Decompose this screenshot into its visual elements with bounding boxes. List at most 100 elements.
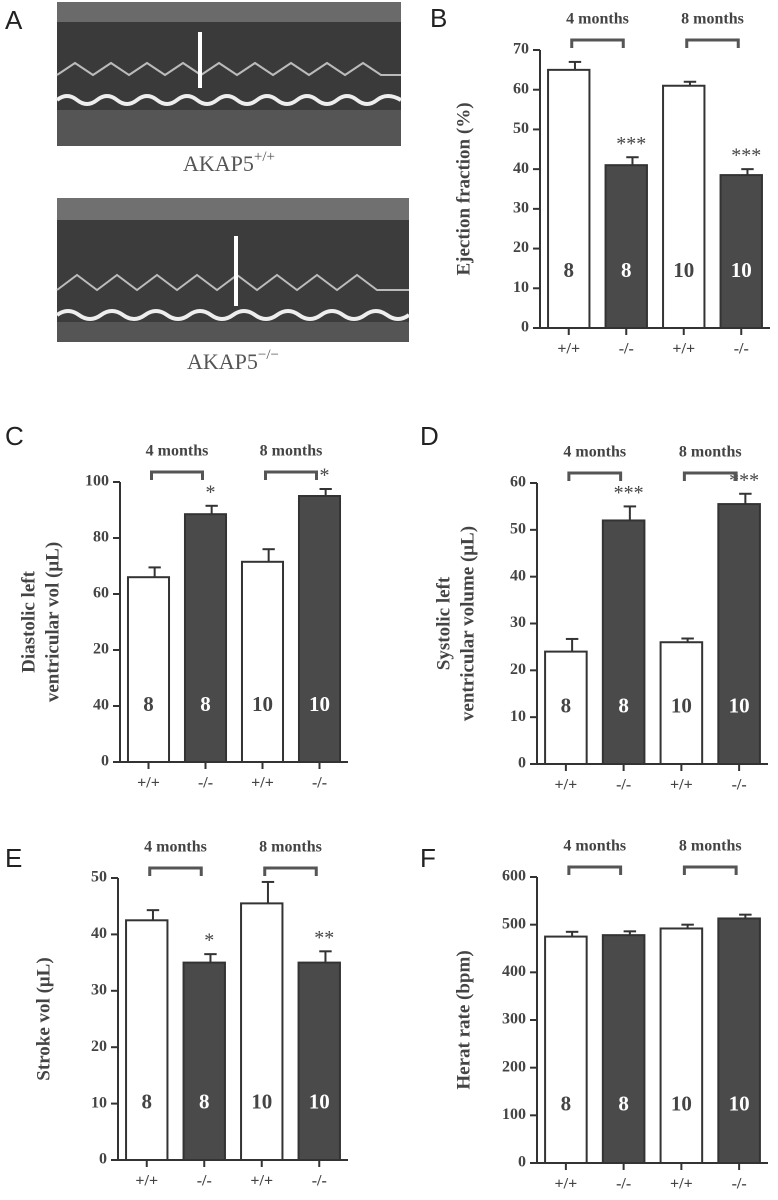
y-axis-label: Diastolic left xyxy=(18,570,39,673)
y-tick-label: 10 xyxy=(91,1094,107,1111)
y-tick-label: 20 xyxy=(91,1038,107,1055)
x-tick-label: -/- xyxy=(732,777,747,794)
significance: *** xyxy=(614,482,644,504)
group-bracket xyxy=(567,471,623,481)
y-tick-label: 60 xyxy=(510,474,526,491)
y-tick-label: 0 xyxy=(99,1151,107,1168)
y-tick-label: 40 xyxy=(513,160,529,177)
x-tick-label: -/- xyxy=(616,1176,631,1193)
chart-panel: B Ejection fraction (%) 0 10 20 30 40 50 60 70 +/+… xyxy=(430,3,770,358)
y-tick-label: 600 xyxy=(502,868,526,885)
bar xyxy=(240,560,285,763)
chart-panel: C Diastolic left ventricular vol (μL) 0 40 20… xyxy=(5,421,348,792)
y-axis-label: ventricular volume (μL) xyxy=(457,526,478,721)
y-tick-label: 0 xyxy=(518,755,526,772)
group-bracket xyxy=(570,38,625,48)
sample-size: 10 xyxy=(729,694,750,718)
y-tick-label: 50 xyxy=(510,521,526,538)
bar xyxy=(547,68,591,329)
y-axis-label: Systolic left xyxy=(433,576,454,670)
bar xyxy=(297,961,341,1161)
bar xyxy=(659,927,704,1164)
sample-size: 8 xyxy=(564,258,575,282)
y-tick-label: 20 xyxy=(510,661,526,678)
bar xyxy=(601,934,646,1164)
y-tick-label: 40 xyxy=(93,697,109,714)
sample-size: 10 xyxy=(251,1089,272,1113)
sample-size: 8 xyxy=(621,258,632,282)
sample-size: 8 xyxy=(143,692,154,716)
chart-panel: D Systolic left ventricular volume (μL) 0 10… xyxy=(420,421,768,794)
y-tick-label: 40 xyxy=(91,925,107,942)
bar xyxy=(717,503,761,765)
sample-size: 10 xyxy=(309,692,330,716)
bar xyxy=(662,84,706,329)
x-tick-label: +/+ xyxy=(555,777,578,794)
group-bracket xyxy=(685,38,740,48)
sample-size: 8 xyxy=(561,694,572,718)
y-tick-label: 20 xyxy=(93,641,109,658)
x-tick-label: -/- xyxy=(734,341,749,358)
group-bracket xyxy=(150,470,204,480)
x-tick-label: -/- xyxy=(312,775,327,792)
panel-letter: E xyxy=(5,843,22,873)
y-tick-label: 500 xyxy=(502,915,526,932)
panel-letter: A xyxy=(5,5,23,35)
x-tick-label: -/- xyxy=(616,777,631,794)
y-axis-label: Ejection fraction (%) xyxy=(453,102,474,275)
sample-size: 10 xyxy=(671,694,692,718)
significance: * xyxy=(206,481,216,503)
x-tick-label: +/+ xyxy=(555,1176,578,1193)
bar xyxy=(126,576,171,764)
sample-size: 10 xyxy=(671,1092,692,1116)
y-tick-label: 300 xyxy=(502,1011,526,1028)
y-tick-label: 10 xyxy=(513,279,529,296)
bar xyxy=(182,961,226,1161)
y-tick-label: 50 xyxy=(91,869,107,886)
panel-letter: C xyxy=(5,421,24,451)
chart-panel: E Stroke vol (μL) 0 10 20 30 40 50 +/+ 8 -/- 8 * +/+ 1… xyxy=(5,839,348,1190)
group-bracket xyxy=(264,470,318,480)
group-bracket xyxy=(263,866,318,876)
bar xyxy=(544,935,588,1164)
bar xyxy=(183,513,228,764)
bar xyxy=(717,917,761,1164)
y-axis-label: Herat rate (bpm) xyxy=(453,950,474,1089)
group-label: 4 months xyxy=(144,839,207,856)
y-tick-label: 30 xyxy=(513,200,529,217)
group-label: 8 months xyxy=(679,838,742,855)
sample-size: 8 xyxy=(142,1089,153,1113)
y-tick-label: 100 xyxy=(502,1106,526,1123)
panel-letter: B xyxy=(430,3,447,33)
x-tick-label: +/+ xyxy=(557,341,580,358)
sample-size: 10 xyxy=(309,1089,330,1113)
y-tick-label: 400 xyxy=(502,963,526,980)
x-tick-label: +/+ xyxy=(135,1173,158,1190)
y-tick-label: 200 xyxy=(502,1058,526,1075)
group-label: 8 months xyxy=(260,443,323,460)
group-bracket xyxy=(148,866,203,876)
bar xyxy=(604,164,648,329)
x-tick-label: -/- xyxy=(198,775,213,792)
y-tick-label: 30 xyxy=(91,981,107,998)
y-axis-label: Stroke vol (μL) xyxy=(33,957,54,1080)
significance: *** xyxy=(616,133,646,155)
y-tick-label: 30 xyxy=(510,614,526,631)
echo-image xyxy=(55,2,411,342)
sample-size: 8 xyxy=(199,1089,210,1113)
group-bracket xyxy=(682,471,738,481)
bar xyxy=(659,641,704,766)
chart-panel: F Herat rate (bpm) 0 100 200 300 400 500 600 +/+ 8… xyxy=(420,838,768,1193)
bar xyxy=(297,495,342,763)
bar xyxy=(601,519,646,766)
x-tick-label: -/- xyxy=(312,1173,327,1190)
y-tick-label: 10 xyxy=(510,708,526,725)
group-bracket xyxy=(567,865,623,875)
sample-size: 8 xyxy=(618,1092,629,1116)
group-label: 4 months xyxy=(566,11,629,28)
group-label: 8 months xyxy=(259,839,322,856)
image-caption: AKAP5−/− xyxy=(187,347,279,374)
y-tick-label: 0 xyxy=(101,753,109,770)
x-tick-label: +/+ xyxy=(670,777,693,794)
